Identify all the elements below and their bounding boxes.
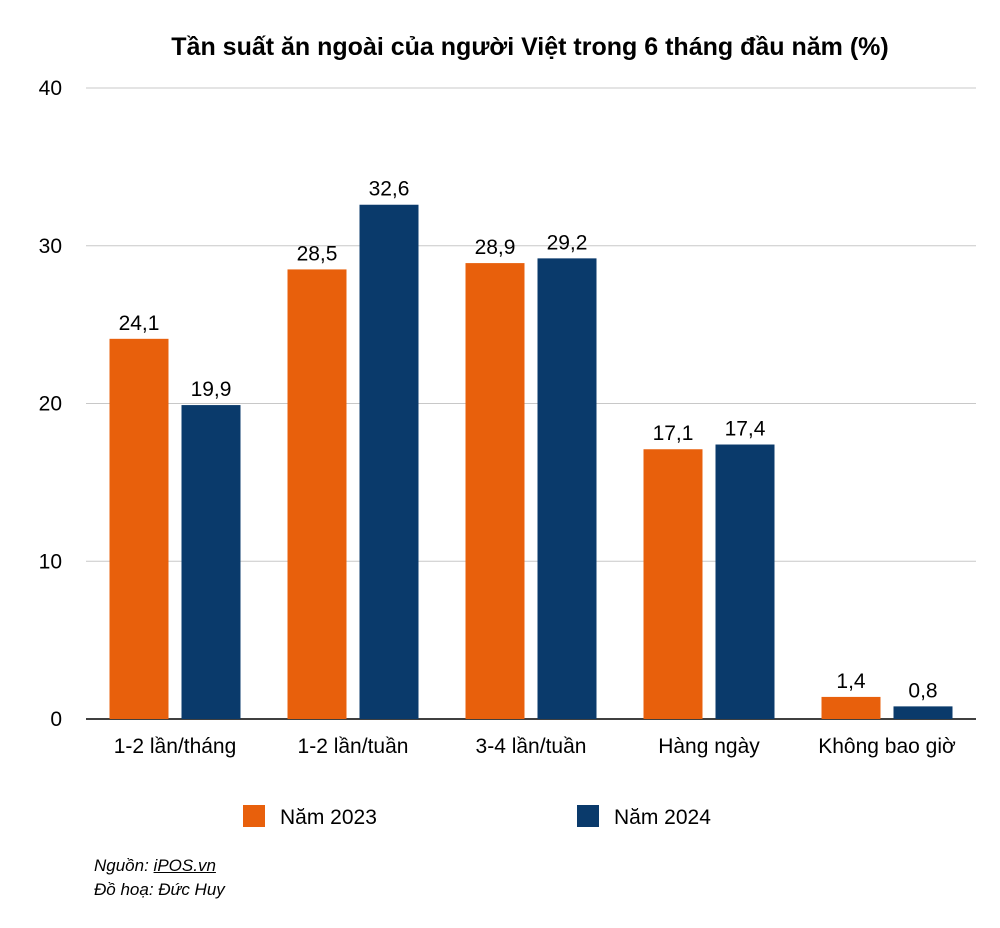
source-prefix: Nguồn:: [94, 856, 154, 875]
chart-title: Tần suất ăn ngoài của người Việt trong 6…: [171, 33, 888, 61]
bar-series2: [715, 444, 775, 719]
data-label: 32,6: [369, 178, 410, 201]
data-label: 19,9: [191, 378, 232, 401]
y-tick-label: 0: [50, 708, 62, 731]
legend-label: Năm 2023: [280, 806, 377, 829]
bar-series2: [893, 706, 953, 719]
data-label: 17,1: [653, 422, 694, 445]
x-category-label: 1-2 lần/tháng: [114, 735, 237, 758]
data-label: 28,5: [297, 242, 338, 265]
bar-series2: [181, 405, 241, 719]
y-tick-label: 40: [39, 77, 62, 100]
y-tick-label: 30: [39, 235, 62, 258]
legend-label: Năm 2024: [614, 806, 711, 829]
data-label: 28,9: [475, 236, 516, 259]
legend-swatch: [243, 805, 265, 827]
x-axis-categories: 1-2 lần/tháng 1-2 lần/tuần 3-4 lần/tuần Hàn…: [114, 735, 956, 758]
bar-series1: [821, 696, 881, 719]
x-category-label: Hàng ngày: [658, 735, 760, 758]
source-link[interactable]: iPOS.vn: [153, 856, 216, 875]
legend: Năm 2023 Năm 2024: [243, 805, 711, 829]
data-label: 24,1: [119, 312, 160, 335]
y-tick-label: 20: [39, 393, 62, 416]
bar-series1: [465, 263, 525, 719]
x-category-label: 1-2 lần/tuần: [298, 735, 409, 758]
bar-series2: [537, 258, 597, 719]
bar-series1: [643, 449, 703, 719]
data-label: 17,4: [725, 418, 766, 441]
data-labels: 24,1 19,9 28,5 32,6 28,9 29,2 17,1 17,4 1,4 0,8: [119, 178, 938, 703]
data-label: 0,8: [908, 679, 937, 702]
bars: [109, 204, 953, 720]
data-label: 29,2: [547, 231, 588, 254]
graphic-credit: Đồ hoạ: Đức Huy: [94, 880, 225, 899]
y-tick-label: 10: [39, 550, 62, 573]
source-line: Nguồn: iPOS.vn: [94, 856, 216, 876]
legend-swatch: [577, 805, 599, 827]
y-axis-ticks: 0 10 20 30 40: [39, 77, 62, 731]
bar-series1: [287, 269, 347, 719]
x-category-label: Không bao giờ: [818, 735, 956, 758]
bar-series2: [359, 204, 419, 720]
x-category-label: 3-4 lần/tuần: [476, 735, 587, 758]
data-label: 1,4: [836, 670, 866, 693]
bar-series1: [109, 338, 169, 719]
bar-chart: Tần suất ăn ngoài của người Việt trong 6…: [39, 33, 976, 829]
